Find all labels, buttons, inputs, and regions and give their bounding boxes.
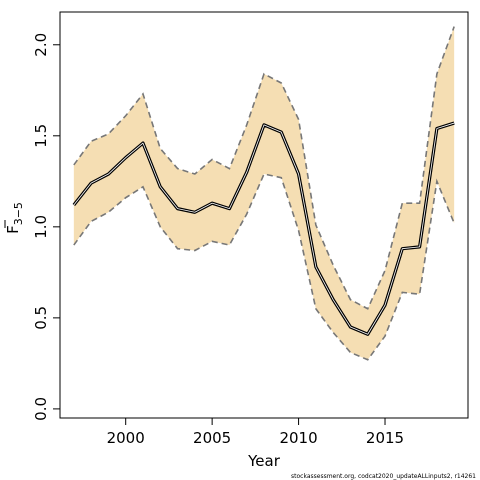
confidence-band-layer: [73, 26, 455, 360]
y-tick-label: 1.0: [32, 215, 50, 239]
x-axis-title: Year: [247, 452, 281, 470]
estimate-line-core: [73, 122, 455, 335]
lower-bound-line: [73, 173, 455, 361]
y-tick-label: 0.5: [32, 306, 50, 330]
y-tick-label: 0.0: [32, 397, 50, 421]
x-tick-label: 2005: [193, 429, 231, 447]
x-tick-label: 2015: [366, 429, 404, 447]
y-axis: 0.0 0.5 1.0 1.5 2.0: [32, 33, 60, 421]
y-axis-title-subscript: 3−5: [12, 202, 25, 225]
series-line-layer: [72, 26, 455, 361]
y-axis-title: F3−5: [4, 202, 25, 234]
y-tick-label: 2.0: [32, 33, 50, 57]
x-tick-label: 2000: [107, 429, 145, 447]
x-axis: 2000 2005 2010 2015: [107, 418, 404, 447]
y-tick-label: 1.5: [32, 124, 50, 148]
y-axis-title-main: F: [4, 225, 22, 234]
footer-credit: stockassessment.org, codcat2020_updateAL…: [291, 473, 476, 480]
plot-frame: [59, 11, 469, 419]
svg-text:F3−5: F3−5: [4, 202, 25, 234]
upper-bound-line: [73, 26, 455, 310]
x-tick-label: 2010: [279, 429, 317, 447]
confidence-band: [73, 26, 455, 360]
